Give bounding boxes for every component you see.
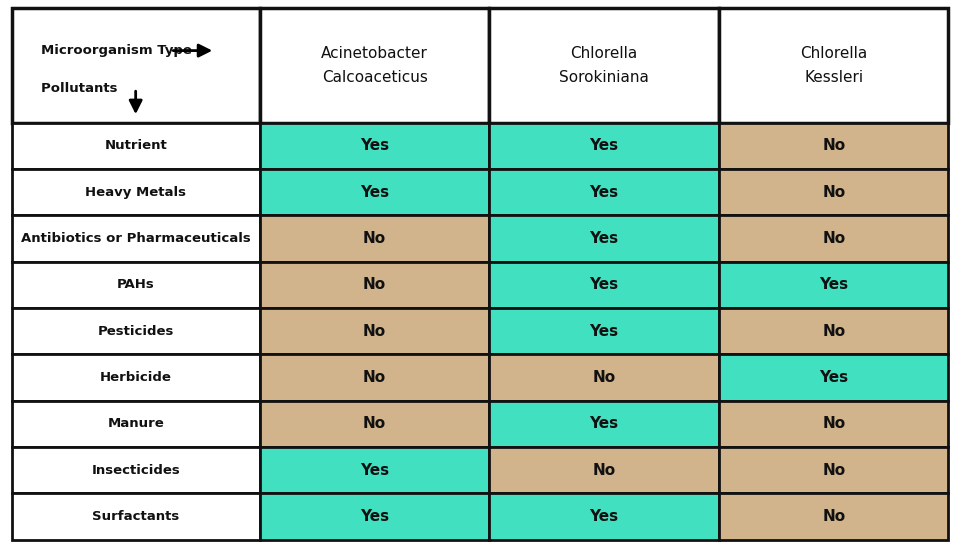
Text: Yes: Yes [360, 139, 389, 153]
Text: No: No [822, 231, 845, 246]
Text: PAHs: PAHs [117, 278, 155, 292]
Bar [719, 123, 948, 169]
Text: No: No [822, 509, 845, 524]
Bar [490, 123, 719, 169]
Text: Pesticides: Pesticides [98, 325, 174, 338]
Bar [12, 447, 260, 493]
Bar [719, 169, 948, 215]
Text: Insecticides: Insecticides [91, 464, 180, 477]
Bar [260, 169, 490, 215]
Text: Yes: Yes [589, 185, 618, 199]
Bar [490, 8, 719, 123]
Text: No: No [822, 185, 845, 199]
Text: Microorganism Type: Microorganism Type [41, 44, 197, 57]
Text: No: No [822, 324, 845, 339]
Text: Antibiotics or Pharmaceuticals: Antibiotics or Pharmaceuticals [21, 232, 251, 245]
Text: No: No [363, 416, 386, 431]
Text: Yes: Yes [589, 139, 618, 153]
Bar [490, 401, 719, 447]
Bar [719, 8, 948, 123]
Bar [12, 169, 260, 215]
Bar [490, 355, 719, 401]
Bar [719, 493, 948, 540]
Bar [12, 308, 260, 355]
Bar [490, 215, 719, 262]
Text: Chlorella
Kessleri: Chlorella Kessleri [800, 45, 867, 85]
Bar [12, 401, 260, 447]
Bar [490, 447, 719, 493]
Text: Yes: Yes [819, 370, 849, 385]
Bar [260, 493, 490, 540]
Text: No: No [822, 463, 845, 478]
Bar [260, 447, 490, 493]
Bar [12, 355, 260, 401]
Bar [12, 8, 260, 123]
Bar [490, 262, 719, 308]
Text: Yes: Yes [589, 324, 618, 339]
Text: No: No [363, 324, 386, 339]
Text: No: No [822, 416, 845, 431]
Bar [719, 308, 948, 355]
Text: Yes: Yes [819, 277, 849, 293]
Bar [12, 262, 260, 308]
Bar [490, 308, 719, 355]
Text: Chlorella
Sorokiniana: Chlorella Sorokiniana [560, 45, 649, 85]
Bar [12, 123, 260, 169]
Bar [260, 215, 490, 262]
Text: Yes: Yes [360, 185, 389, 199]
Bar [490, 493, 719, 540]
Text: No: No [592, 370, 615, 385]
Bar [719, 262, 948, 308]
Text: Nutrient: Nutrient [105, 139, 167, 152]
Text: Surfactants: Surfactants [92, 510, 180, 523]
Text: No: No [822, 139, 845, 153]
Bar [260, 262, 490, 308]
Bar [719, 215, 948, 262]
Text: Yes: Yes [589, 416, 618, 431]
Bar [260, 123, 490, 169]
Text: Acinetobacter
Calcoaceticus: Acinetobacter Calcoaceticus [322, 45, 428, 85]
Bar [260, 308, 490, 355]
Text: No: No [592, 463, 615, 478]
Text: Yes: Yes [589, 277, 618, 293]
Bar [719, 355, 948, 401]
Bar [12, 215, 260, 262]
Text: No: No [363, 231, 386, 246]
Text: Yes: Yes [589, 509, 618, 524]
Bar [260, 355, 490, 401]
Bar [260, 401, 490, 447]
Text: Herbicide: Herbicide [100, 371, 172, 384]
Text: Yes: Yes [360, 509, 389, 524]
Text: Manure: Manure [108, 418, 164, 430]
Bar [719, 401, 948, 447]
Bar [490, 169, 719, 215]
Text: No: No [363, 277, 386, 293]
Bar [719, 447, 948, 493]
Bar [12, 493, 260, 540]
Text: Yes: Yes [589, 231, 618, 246]
Text: No: No [363, 370, 386, 385]
Text: Pollutants: Pollutants [41, 82, 123, 95]
Text: Yes: Yes [360, 463, 389, 478]
Text: Heavy Metals: Heavy Metals [85, 186, 186, 199]
Bar [260, 8, 490, 123]
